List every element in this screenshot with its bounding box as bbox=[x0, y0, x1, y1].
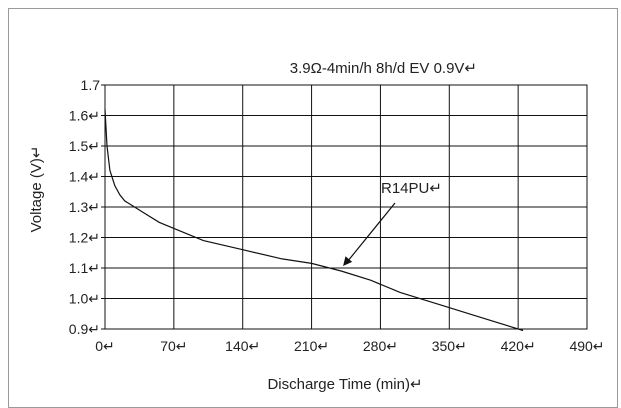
x-axis-label: Discharge Time (min)↵ bbox=[267, 376, 422, 393]
series-line bbox=[104, 109, 524, 332]
annotation-arrowhead bbox=[343, 256, 353, 266]
chart-subtitle: 3.9Ω-4min/h 8h/d EV 0.9V↵ bbox=[290, 60, 477, 77]
y-tick-label: 0.9↵ bbox=[69, 321, 100, 337]
y-axis-label: Voltage (V)↵ bbox=[28, 146, 45, 233]
y-tick-label: 1.5↵ bbox=[69, 138, 100, 154]
y-tick-label: 1.6↵ bbox=[69, 108, 100, 124]
x-tick-label: 350↵ bbox=[432, 338, 467, 354]
x-tick-label: 280↵ bbox=[363, 338, 398, 354]
series-annotation-label: R14PU↵ bbox=[381, 180, 442, 197]
annotation-arrow-line bbox=[346, 202, 396, 263]
y-tick-label: 1.4↵ bbox=[69, 169, 100, 185]
chart-frame: 3.9Ω-4min/h 8h/d EV 0.9V↵ 0.9↵ 1.0↵ 1.1↵ 1.… bbox=[8, 8, 618, 408]
x-tick-label: 420↵ bbox=[501, 338, 536, 354]
x-tick-label: 70↵ bbox=[160, 338, 187, 354]
x-tick-label: 140↵ bbox=[225, 338, 260, 354]
y-tick-label: 1.2↵ bbox=[69, 230, 100, 246]
y-tick-labels: 0.9↵ 1.0↵ 1.1↵ 1.2↵ 1.3↵ 1.4↵ 1.5↵ 1.6↵ 1.7 bbox=[69, 77, 100, 337]
x-tick-label: 0↵ bbox=[95, 338, 115, 354]
x-tick-label: 490↵ bbox=[569, 338, 604, 354]
discharge-chart: 3.9Ω-4min/h 8h/d EV 0.9V↵ 0.9↵ 1.0↵ 1.1↵ 1.… bbox=[28, 60, 605, 393]
x-tick-labels: 0↵ 70↵ 140↵ 210↵ 280↵ 350↵ 420↵ 490↵ bbox=[95, 338, 604, 354]
series-layer bbox=[104, 109, 524, 332]
y-tick-label: 1.1↵ bbox=[69, 260, 100, 276]
y-tick-label: 1.7 bbox=[81, 77, 101, 93]
y-tick-label: 1.3↵ bbox=[69, 199, 100, 215]
x-tick-label: 210↵ bbox=[294, 338, 329, 354]
plot-grid bbox=[101, 84, 588, 330]
annotation-layer: R14PU↵ bbox=[343, 180, 442, 266]
y-tick-label: 1.0↵ bbox=[69, 291, 100, 307]
